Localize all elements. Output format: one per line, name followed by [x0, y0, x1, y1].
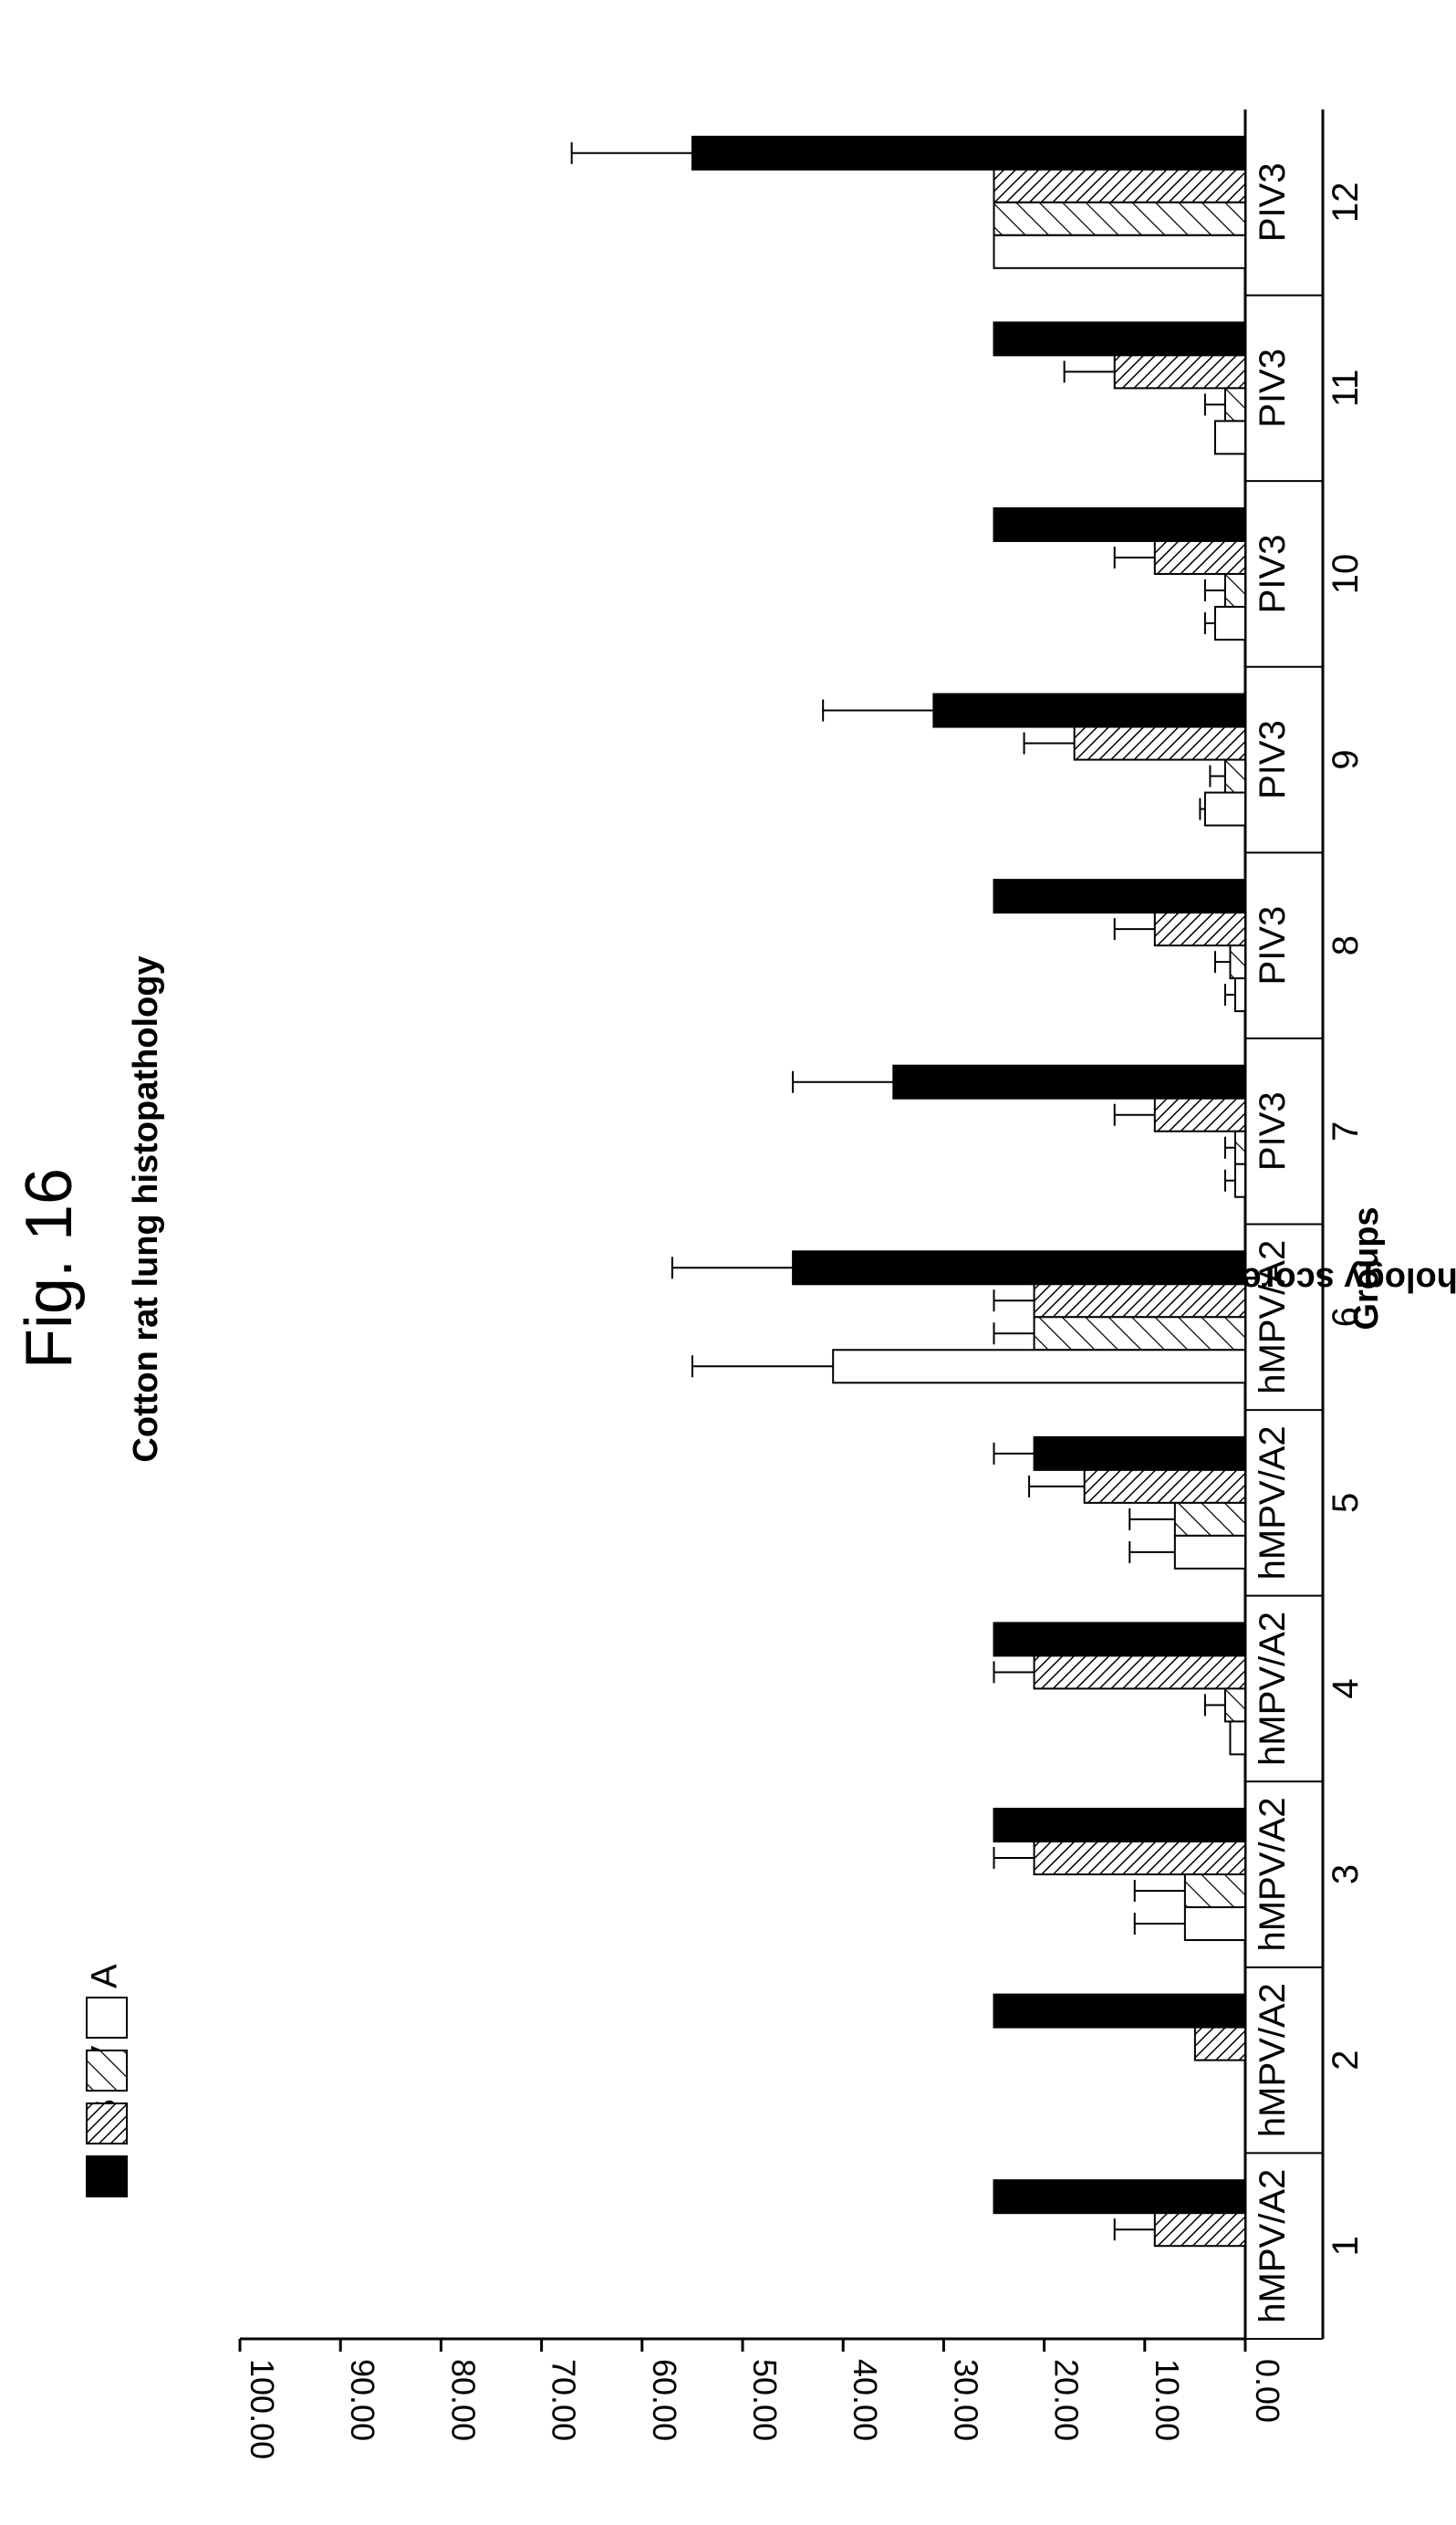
bar-a: [1233, 977, 1246, 1013]
y-tick-label: 20.00: [1048, 2359, 1086, 2441]
bar-pv: [1033, 1283, 1246, 1319]
y-tick-label: 100.00: [244, 2359, 281, 2459]
bar-a: [832, 1349, 1246, 1384]
bar-a: [1173, 1534, 1246, 1570]
y-tick-label: 30.00: [947, 2359, 984, 2441]
bar-pb: [993, 321, 1246, 357]
bar-pb: [993, 1622, 1246, 1657]
group-label: PIV3: [1253, 349, 1293, 428]
plot-area: 0.00 10.00 20.00 30.00 40.00 50.00 60.00 70.00 8…: [238, 110, 1366, 2459]
group-label: hMPV/A2: [1253, 2169, 1293, 2323]
bar-pb: [892, 1064, 1246, 1100]
bar-ip: [1223, 572, 1246, 608]
bar-ip: [1223, 758, 1246, 794]
bar-pb: [993, 879, 1246, 914]
bar-pb: [993, 2179, 1246, 2215]
bar-ip: [1183, 1873, 1247, 1909]
bar-pb: [1033, 1435, 1246, 1471]
group-label: hMPV/A2: [1253, 1612, 1293, 1766]
bar-pv: [1113, 354, 1246, 390]
group-label: PIV3: [1253, 1091, 1293, 1171]
y-tick-label: 40.00: [847, 2359, 884, 2441]
bar-pv: [1033, 1654, 1246, 1690]
bar-a: [1233, 1163, 1246, 1198]
bar-pv: [1193, 2026, 1247, 2061]
bar-pv: [1153, 2212, 1246, 2248]
category-label: 2: [1326, 2050, 1366, 2071]
bar-a: [1203, 791, 1247, 827]
bar-a: [1229, 1720, 1246, 1756]
category-label: 12: [1326, 183, 1366, 224]
bar-a: [1183, 1906, 1247, 1942]
bar-pb: [932, 693, 1246, 728]
group-label: PIV3: [1253, 906, 1293, 986]
bar-ip: [1229, 944, 1246, 980]
legend-swatch-pv: [86, 2102, 128, 2144]
y-tick-label: 90.00: [344, 2359, 381, 2441]
bar-pb: [993, 506, 1246, 542]
bar-a: [1213, 605, 1246, 641]
category-label: 6: [1326, 1307, 1366, 1327]
bar-ip: [1233, 1130, 1246, 1165]
bar-pv: [1073, 725, 1247, 761]
group-label: PIV3: [1253, 535, 1293, 614]
bar-pv: [1153, 912, 1246, 947]
bar-pb: [993, 1808, 1246, 1843]
legend-swatch-pb: [86, 2155, 128, 2197]
bar-ip: [1033, 1316, 1246, 1351]
group-label: hMPV/A2: [1253, 1798, 1293, 1952]
y-tick-label: 10.00: [1149, 2359, 1186, 2441]
y-tick-label: 70.00: [546, 2359, 583, 2441]
category-label: 1: [1326, 2236, 1366, 2256]
y-tick-label: 0.00: [1249, 2359, 1286, 2423]
bar-pv: [1153, 1097, 1246, 1132]
group-label: hMPV/A2: [1253, 1425, 1293, 1580]
chart-title: Cotton rat lung histopathology: [127, 955, 165, 1462]
bar-ip: [993, 201, 1246, 236]
bar-pb: [792, 1250, 1246, 1286]
category-label: 8: [1326, 935, 1366, 955]
legend: PBPVIPA: [85, 1964, 128, 2197]
group-label: hMPV/A2: [1253, 1240, 1293, 1394]
bar-pb: [993, 1993, 1246, 2029]
category-label: 11: [1326, 370, 1366, 408]
figure-label: Fig. 16: [13, 1168, 86, 1369]
bar-ip: [1223, 1687, 1246, 1723]
category-label: 4: [1326, 1678, 1366, 1698]
category-label: 5: [1326, 1493, 1366, 1513]
group-label: PIV3: [1253, 720, 1293, 799]
y-tick-label: 80.00: [444, 2359, 482, 2441]
y-tick-label: 50.00: [746, 2359, 784, 2441]
category-label: 3: [1326, 1864, 1366, 1884]
category-label: 7: [1326, 1122, 1366, 1142]
y-axis-label: Avg. Pathology score: [1242, 1260, 1456, 1299]
legend-label-a: A: [85, 1964, 125, 1988]
bar-pv: [1033, 1841, 1246, 1876]
bar-ip: [1173, 1501, 1246, 1537]
category-label: 10: [1326, 554, 1366, 595]
bar-ip: [1223, 387, 1246, 423]
bar-pv: [1083, 1468, 1247, 1504]
bar-a: [1213, 420, 1246, 455]
bar-pv: [993, 168, 1246, 203]
bar-pb: [691, 135, 1246, 171]
group-label: hMPV/A2: [1253, 1983, 1293, 2137]
bar-pv: [1153, 539, 1246, 575]
legend-swatch-ip: [86, 2050, 128, 2092]
group-label: PIV3: [1253, 162, 1293, 242]
bar-a: [993, 234, 1246, 269]
x-axis-label: Groups: [1347, 1206, 1386, 1330]
legend-swatch-a: [86, 1997, 128, 2039]
category-label: 9: [1326, 749, 1366, 769]
y-tick-label: 60.00: [646, 2359, 683, 2441]
